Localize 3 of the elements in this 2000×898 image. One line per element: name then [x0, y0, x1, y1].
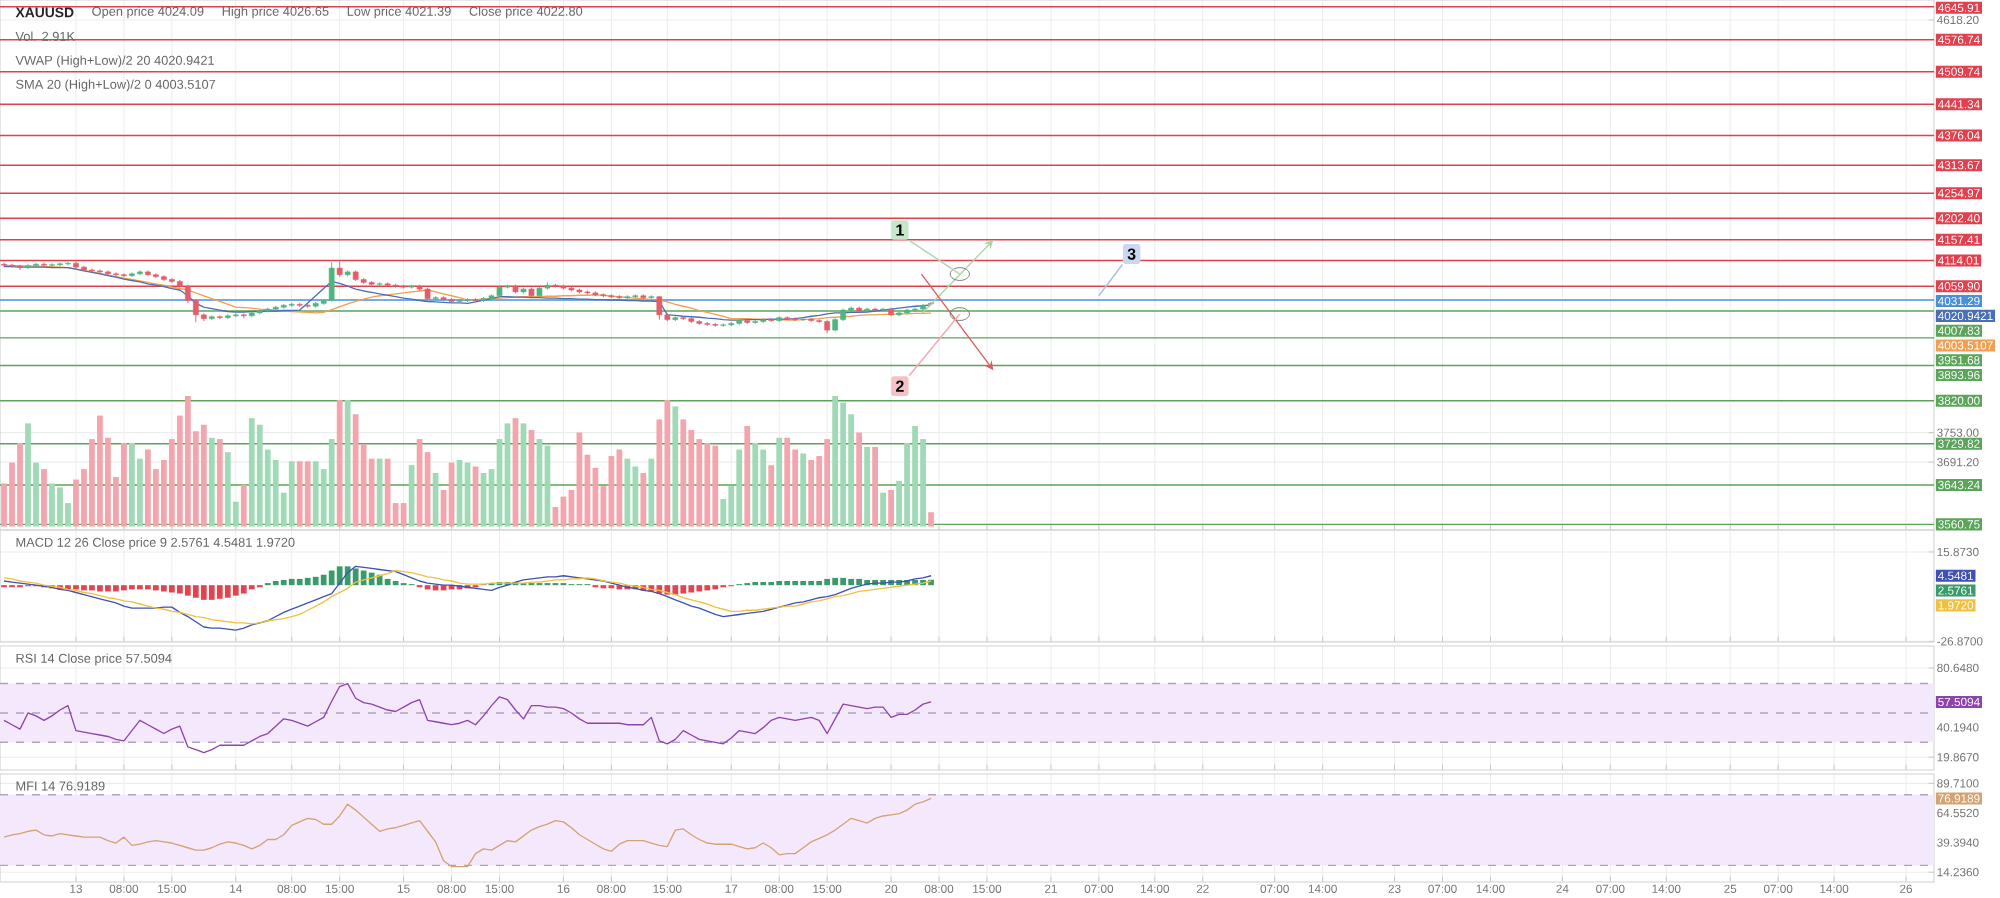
annotation: 1 [896, 224, 904, 236]
annotation: 2 [895, 380, 904, 392]
annotation: 3 [1127, 248, 1136, 260]
